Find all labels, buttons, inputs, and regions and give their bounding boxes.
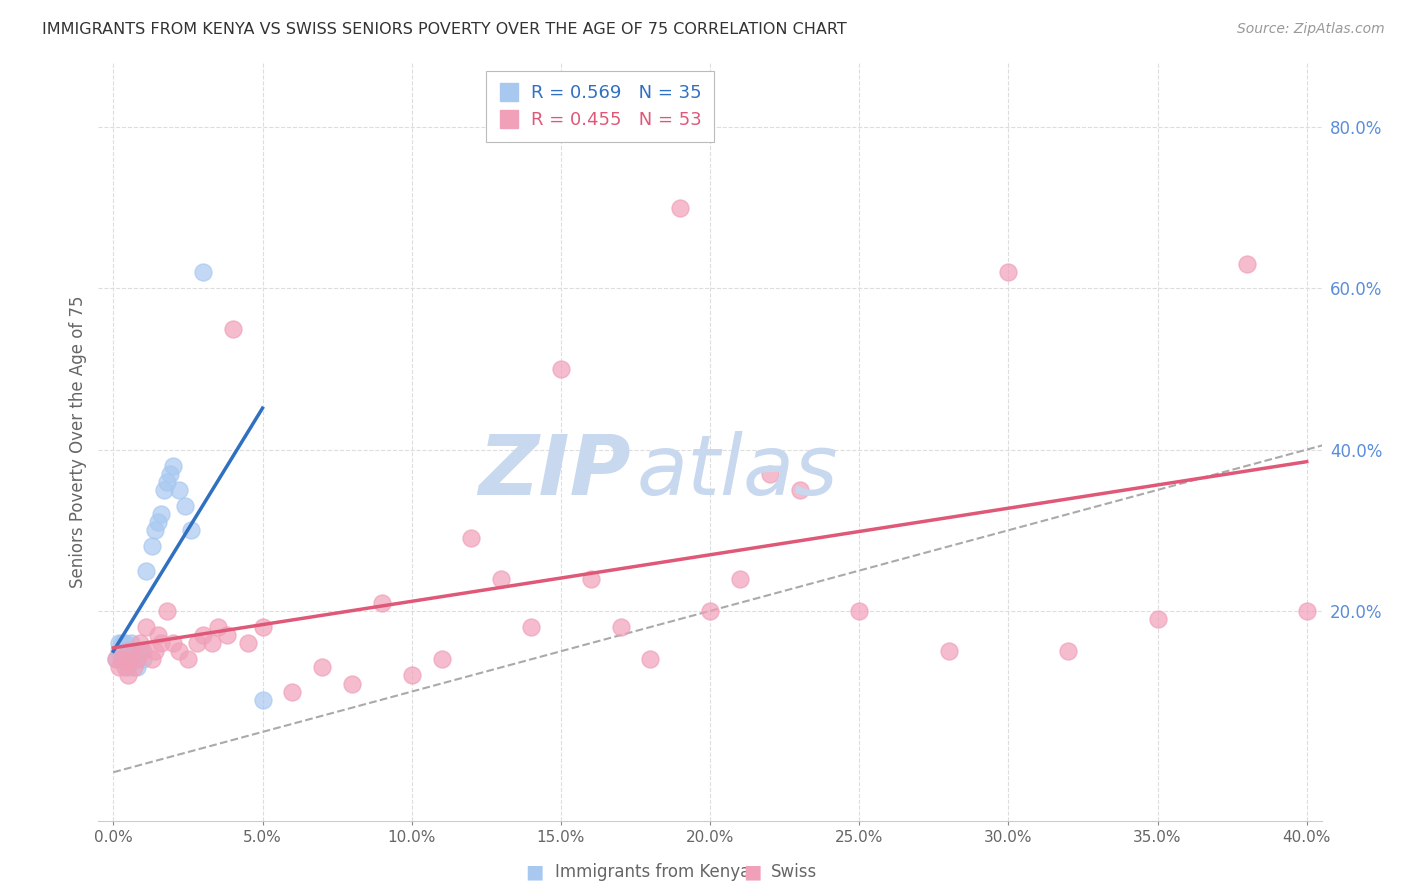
Point <box>207 620 229 634</box>
Point <box>167 483 190 497</box>
Point <box>117 644 139 658</box>
Point <box>1146 612 1168 626</box>
Point <box>132 644 155 658</box>
Point <box>520 620 543 634</box>
Point <box>117 668 139 682</box>
Point <box>120 636 142 650</box>
Point <box>1057 644 1080 658</box>
Point <box>489 572 512 586</box>
Point <box>117 644 139 658</box>
Point <box>162 458 184 473</box>
Text: IMMIGRANTS FROM KENYA VS SWISS SENIORS POVERTY OVER THE AGE OF 75 CORRELATION CH: IMMIGRANTS FROM KENYA VS SWISS SENIORS P… <box>42 22 846 37</box>
Point <box>141 540 163 554</box>
Point <box>143 523 166 537</box>
Point <box>105 652 128 666</box>
Text: atlas: atlas <box>637 432 838 512</box>
Point <box>127 652 149 666</box>
Point <box>127 660 149 674</box>
Point <box>201 636 224 650</box>
Point <box>127 652 149 666</box>
Point <box>1295 604 1317 618</box>
Point <box>122 652 145 666</box>
Point <box>430 652 453 666</box>
Point <box>156 604 179 618</box>
Point <box>117 660 139 674</box>
Point <box>114 660 136 674</box>
Point <box>111 644 134 658</box>
Point <box>129 636 152 650</box>
Point <box>215 628 238 642</box>
Point <box>120 644 142 658</box>
Point <box>143 644 166 658</box>
Point <box>114 644 136 658</box>
Point <box>135 620 157 634</box>
Point <box>105 652 128 666</box>
Point <box>150 636 173 650</box>
Point <box>848 604 870 618</box>
Point <box>728 572 751 586</box>
Point <box>111 652 134 666</box>
Point <box>191 628 214 642</box>
Point <box>135 564 157 578</box>
Point <box>114 636 136 650</box>
Point <box>150 507 173 521</box>
Point <box>111 652 134 666</box>
Text: Source: ZipAtlas.com: Source: ZipAtlas.com <box>1237 22 1385 37</box>
Text: Swiss: Swiss <box>770 863 817 881</box>
Point <box>162 636 184 650</box>
Point <box>460 532 482 546</box>
Point <box>579 572 602 586</box>
Point <box>156 475 179 489</box>
Point <box>252 692 274 706</box>
Point <box>311 660 333 674</box>
Point <box>938 644 960 658</box>
Point <box>111 636 134 650</box>
Y-axis label: Seniors Poverty Over the Age of 75: Seniors Poverty Over the Age of 75 <box>69 295 87 588</box>
Point <box>252 620 274 634</box>
Point <box>153 483 176 497</box>
Point <box>120 652 142 666</box>
Point <box>108 660 131 674</box>
Point <box>186 636 208 650</box>
Text: ■: ■ <box>742 863 762 882</box>
Point <box>132 652 155 666</box>
Point <box>340 676 363 690</box>
Point <box>122 644 145 658</box>
Point <box>221 321 243 335</box>
Point <box>191 265 214 279</box>
Point <box>789 483 811 497</box>
Point <box>550 362 572 376</box>
Point <box>167 644 190 658</box>
Point <box>129 644 152 658</box>
Point <box>640 652 662 666</box>
Point <box>174 499 197 513</box>
Point <box>159 467 181 481</box>
Point <box>401 668 423 682</box>
Point <box>120 652 142 666</box>
Point <box>177 652 200 666</box>
Text: ZIP: ZIP <box>478 432 630 512</box>
Point <box>609 620 631 634</box>
Point <box>108 644 131 658</box>
Text: ■: ■ <box>524 863 544 882</box>
Point <box>699 604 721 618</box>
Point <box>371 596 394 610</box>
Point <box>141 652 163 666</box>
Text: Immigrants from Kenya: Immigrants from Kenya <box>555 863 751 881</box>
Point <box>146 628 169 642</box>
Point <box>1236 257 1258 271</box>
Point <box>146 515 169 529</box>
Point <box>122 660 145 674</box>
Point <box>236 636 259 650</box>
Point <box>281 684 304 698</box>
Legend: R = 0.569   N = 35, R = 0.455   N = 53: R = 0.569 N = 35, R = 0.455 N = 53 <box>485 71 714 142</box>
Point <box>180 523 202 537</box>
Point <box>669 201 692 215</box>
Point <box>114 652 136 666</box>
Point <box>997 265 1019 279</box>
Point <box>108 636 131 650</box>
Point <box>758 467 780 481</box>
Point <box>117 652 139 666</box>
